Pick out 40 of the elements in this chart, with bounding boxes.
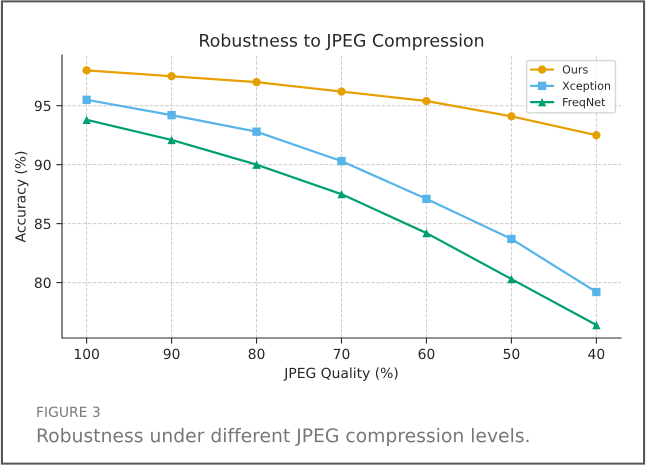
point xyxy=(167,110,176,120)
x-tick-label: 60 xyxy=(418,348,434,360)
legend-label: Xception xyxy=(562,81,610,92)
x-tick-label: 100 xyxy=(74,348,99,360)
point xyxy=(422,194,431,204)
point xyxy=(337,190,346,198)
point xyxy=(592,288,601,296)
y-tick-label: 95 xyxy=(34,100,50,112)
point xyxy=(507,112,516,120)
caption: FIGURE 3 xyxy=(37,406,100,418)
point xyxy=(507,274,516,284)
chart-title: Robustness to JPEG Compression xyxy=(200,33,484,50)
point xyxy=(422,96,431,106)
point xyxy=(337,156,346,166)
x-tick-label: 40 xyxy=(588,348,604,360)
x-tick-label: 90 xyxy=(164,348,180,360)
point xyxy=(167,136,176,144)
point xyxy=(592,320,601,330)
legend-label: Ours xyxy=(562,65,588,74)
point xyxy=(167,72,176,80)
y-tick-label: 85 xyxy=(34,218,50,230)
point xyxy=(252,78,261,86)
y-tick-label: 80 xyxy=(34,278,51,288)
point xyxy=(422,228,431,238)
point xyxy=(252,160,261,169)
point xyxy=(82,116,91,124)
point xyxy=(252,127,261,136)
point xyxy=(82,96,91,104)
point xyxy=(592,131,601,140)
point xyxy=(337,87,346,96)
legend-label: FreqNet xyxy=(563,98,606,108)
y-axis-title: Accuracy (%) xyxy=(14,152,28,242)
x-tick-label: 50 xyxy=(504,348,520,360)
x-axis-title: JPEG Quality (%) xyxy=(284,367,398,381)
text: Robustness under different JPEG compression levels. xyxy=(38,428,529,446)
x-tick-label: 70 xyxy=(334,348,350,360)
x-tick-label: 80 xyxy=(248,348,264,360)
y-tick-label: 90 xyxy=(34,160,51,170)
point xyxy=(82,66,91,74)
point xyxy=(507,234,516,244)
